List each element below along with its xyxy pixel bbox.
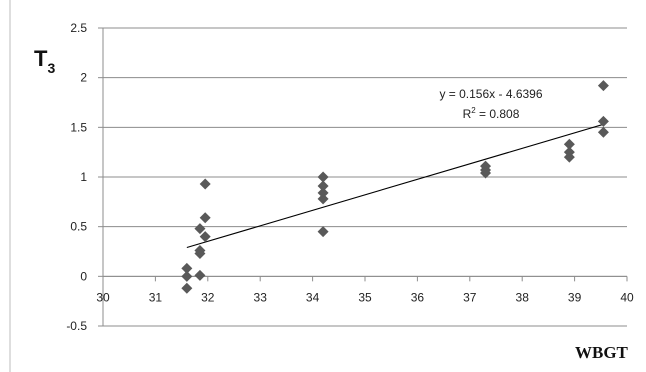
data-point — [480, 160, 492, 172]
data-point — [194, 223, 206, 235]
data-point — [317, 187, 329, 199]
data-point — [317, 180, 329, 192]
data-point — [317, 226, 329, 238]
y-tick-label: 0 — [80, 269, 87, 283]
data-point — [199, 178, 211, 190]
data-point — [199, 231, 211, 243]
r-squared-label: R2 = 0.808 — [463, 106, 520, 121]
y-axis-label: T3 — [34, 46, 55, 76]
data-point — [199, 212, 211, 224]
x-tick-label: 30 — [96, 290, 110, 304]
tick-labels: -0.5 0 0.5 1 1.5 2 2.5 30 31 32 33 34 35 36 37 38 39 40 — [66, 21, 634, 333]
data-point — [194, 269, 206, 281]
data-point — [317, 193, 329, 205]
data-points — [181, 80, 609, 294]
x-tick-label: 38 — [516, 290, 530, 304]
data-point — [597, 126, 609, 138]
x-tick-label: 32 — [201, 290, 215, 304]
x-tick-label: 35 — [358, 290, 372, 304]
data-point — [181, 282, 193, 294]
data-point — [597, 80, 609, 92]
data-point — [194, 245, 206, 257]
y-tick-label: 2.5 — [70, 21, 87, 35]
y-tick-label: 0.5 — [70, 220, 87, 234]
x-axis-label: WBGT — [575, 343, 629, 362]
x-tick-label: 33 — [254, 290, 268, 304]
data-point — [563, 138, 575, 150]
data-point — [563, 146, 575, 158]
data-point — [181, 262, 193, 274]
y-tick-label: 1 — [80, 170, 87, 184]
x-tick-label: 34 — [306, 290, 320, 304]
y-tick-label: -0.5 — [66, 319, 87, 333]
data-point — [181, 270, 193, 282]
y-tick-label: 2 — [80, 71, 87, 85]
x-tick-label: 36 — [411, 290, 425, 304]
x-tick-label: 39 — [568, 290, 582, 304]
x-tick-label: 37 — [463, 290, 477, 304]
x-tick-label: 31 — [149, 290, 163, 304]
y-tick-label: 1.5 — [70, 120, 87, 134]
trendline-group — [186, 123, 604, 249]
trendline — [186, 123, 604, 249]
x-tick-label: 40 — [620, 290, 634, 304]
trendline-equation: y = 0.156x - 4.6396 — [439, 87, 542, 101]
data-point — [317, 171, 329, 183]
data-point — [597, 115, 609, 127]
